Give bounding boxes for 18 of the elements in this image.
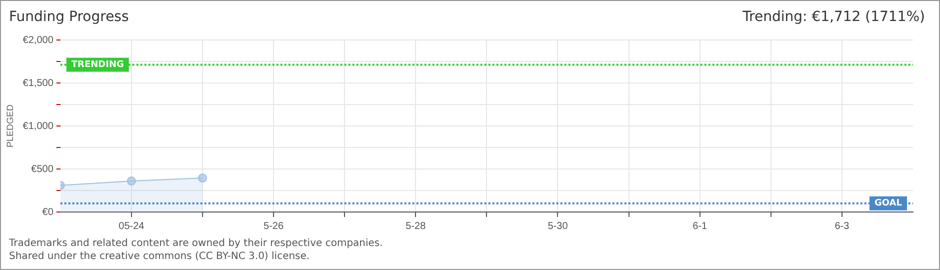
ref-line-label: TRENDING xyxy=(71,60,124,70)
x-tick-label: 6-1 xyxy=(692,220,708,232)
chart-subtitle: Trending: €1,712 (1711%) xyxy=(742,9,925,25)
ref-line-label: GOAL xyxy=(874,198,902,209)
x-tick-label: 5-26 xyxy=(264,220,284,232)
y-tick-label: €2,000 xyxy=(22,34,54,46)
x-tick-label: 5-30 xyxy=(548,220,568,232)
y-tick-label: €1,500 xyxy=(22,78,54,89)
x-tick-label: 05-24 xyxy=(118,220,145,232)
chart-title: Funding Progress xyxy=(9,9,129,25)
y-tick-label: €0 xyxy=(42,206,54,218)
y-axis-title: PLEDGED xyxy=(4,104,15,148)
x-tick-label: 5-28 xyxy=(406,220,426,232)
x-tick-label: 6-3 xyxy=(834,220,850,232)
y-tick-label: €500 xyxy=(31,164,54,175)
text: Shared under the creative commons (CC BY-NC 3.0) license. xyxy=(9,251,310,262)
y-tick-label: €1,000 xyxy=(22,120,54,132)
text: Trademarks and related content are owned by their respective companies. xyxy=(9,238,383,249)
